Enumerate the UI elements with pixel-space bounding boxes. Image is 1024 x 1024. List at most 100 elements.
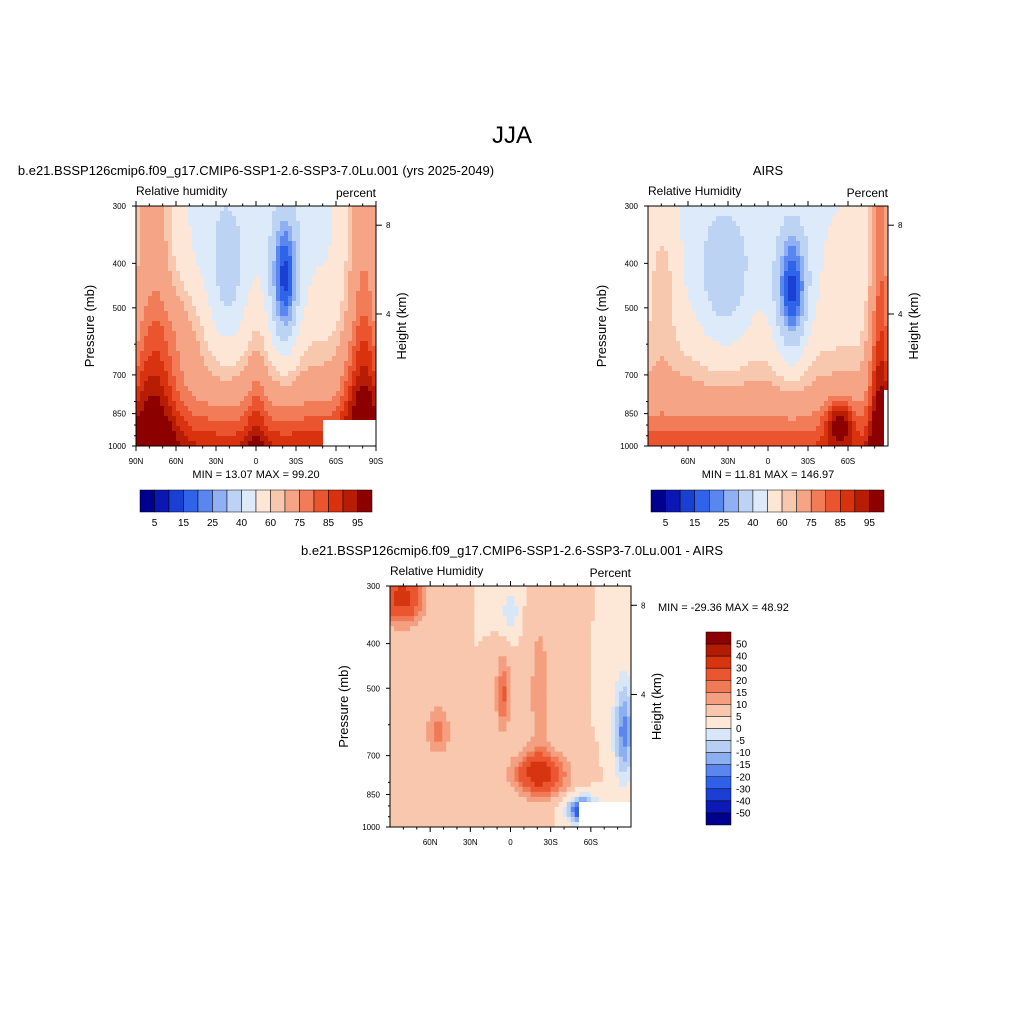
field-cell <box>180 426 185 432</box>
field-cell <box>724 236 729 242</box>
field-cell <box>372 246 377 252</box>
field-cell <box>204 386 209 392</box>
field-cell <box>740 251 745 257</box>
field-cell <box>288 426 293 432</box>
field-cell <box>144 286 149 292</box>
field-cell <box>360 316 365 322</box>
field-cell <box>800 336 805 342</box>
field-cell <box>148 396 153 402</box>
field-cell <box>880 216 885 222</box>
field-cell <box>268 261 273 267</box>
field-cell <box>156 291 161 297</box>
field-cell <box>244 311 249 317</box>
field-cell <box>872 351 877 357</box>
field-cell <box>268 351 273 357</box>
field-cell <box>264 231 269 237</box>
field-cell <box>340 301 345 307</box>
field-cell <box>312 361 317 367</box>
field-cell <box>276 281 281 287</box>
field-cell <box>836 351 841 357</box>
field-cell <box>336 236 341 242</box>
field-cell <box>336 301 341 307</box>
field-cell <box>756 216 761 222</box>
field-cell <box>172 266 177 272</box>
field-cell <box>820 321 825 327</box>
field-cell <box>152 216 157 222</box>
field-cell <box>748 246 753 252</box>
field-cell <box>880 356 885 362</box>
field-cell <box>788 321 793 327</box>
field-cell <box>168 336 173 342</box>
field-cell <box>812 351 817 357</box>
field-cell <box>856 346 861 352</box>
field-cell <box>824 326 829 332</box>
field-cell <box>348 321 353 327</box>
field-cell <box>352 251 357 257</box>
field-cell <box>720 286 725 292</box>
field-cell <box>216 391 221 397</box>
field-cell <box>220 211 225 217</box>
field-cell <box>836 271 841 277</box>
field-cell <box>164 291 169 297</box>
field-cell <box>868 271 873 277</box>
field-cell <box>136 241 141 247</box>
field-cell <box>264 391 269 397</box>
field-cell <box>848 231 853 237</box>
field-cell <box>752 256 757 262</box>
field-cell <box>140 216 145 222</box>
field-cell <box>728 281 733 287</box>
field-cell <box>228 356 233 362</box>
field-cell <box>720 296 725 302</box>
field-cell <box>772 366 777 372</box>
field-cell <box>232 211 237 217</box>
field-cell <box>152 421 157 427</box>
field-cell <box>648 241 653 247</box>
field-cell <box>868 366 873 372</box>
field-cell <box>260 406 265 412</box>
field-cell <box>812 306 817 312</box>
field-cell <box>212 316 217 322</box>
field-cell <box>192 261 197 267</box>
field-cell <box>280 281 285 287</box>
field-cell <box>648 271 653 277</box>
field-cell <box>756 281 761 287</box>
field-cell <box>296 236 301 242</box>
field-cell <box>712 276 717 282</box>
field-cell <box>320 331 325 337</box>
field-cell <box>876 271 881 277</box>
field-cell <box>140 236 145 242</box>
field-cell <box>724 266 729 272</box>
field-cell <box>356 301 361 307</box>
field-cell <box>852 271 857 277</box>
field-cell <box>684 216 689 222</box>
field-cell <box>180 226 185 232</box>
field-cell <box>676 206 681 212</box>
field-cell <box>340 376 345 382</box>
field-cell <box>684 256 689 262</box>
field-cell <box>836 276 841 282</box>
field-cell <box>288 341 293 347</box>
field-cell <box>288 381 293 387</box>
field-cell <box>336 336 341 342</box>
field-cell <box>256 286 261 292</box>
field-cell <box>732 226 737 232</box>
field-cell <box>316 306 321 312</box>
field-cell <box>280 271 285 277</box>
field-cell <box>660 351 665 357</box>
field-cell <box>232 426 237 432</box>
field-cell <box>660 366 665 372</box>
field-cell <box>860 276 865 282</box>
field-cell <box>212 306 217 312</box>
field-cell <box>344 341 349 347</box>
field-cell <box>768 341 773 347</box>
field-cell <box>264 226 269 232</box>
field-cell <box>236 346 241 352</box>
field-cell <box>292 336 297 342</box>
field-cell <box>144 356 149 362</box>
field-cell <box>860 346 865 352</box>
field-cell <box>144 241 149 247</box>
field-cell <box>776 216 781 222</box>
field-cell <box>236 381 241 387</box>
field-cell <box>360 331 365 337</box>
field-cell <box>352 236 357 242</box>
